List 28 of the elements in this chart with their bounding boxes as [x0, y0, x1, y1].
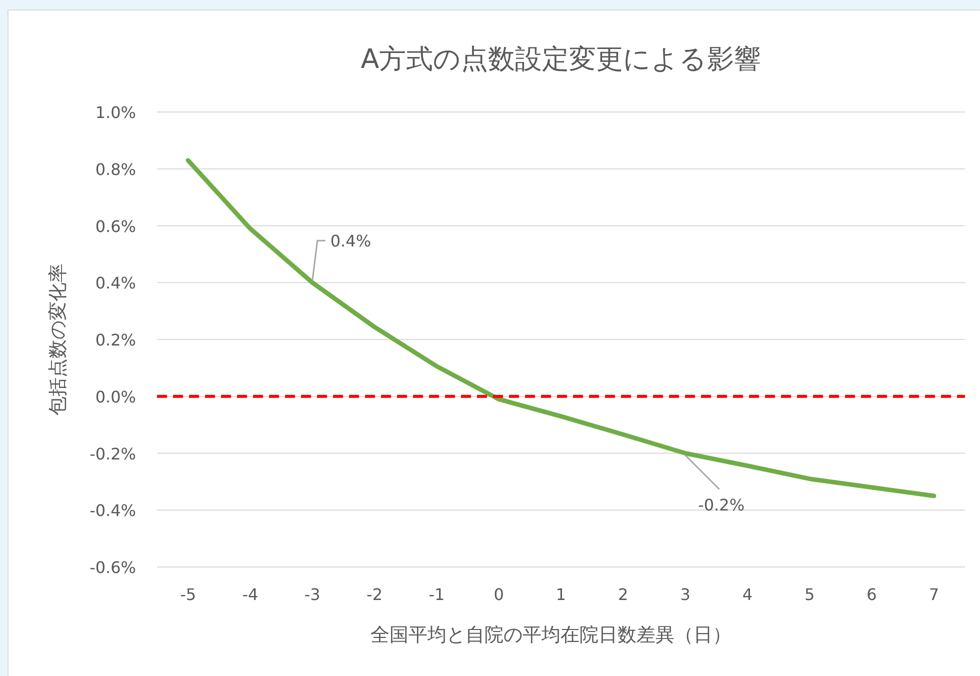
x-tick-label: -3	[304, 585, 320, 604]
x-tick-label: -1	[428, 585, 445, 604]
x-tick-label: 2	[618, 585, 628, 604]
x-axis-title: 全国平均と自院の平均在院日数差異（日）	[370, 624, 732, 646]
y-tick-label: 0.0%	[95, 387, 136, 406]
y-tick-label: -0.2%	[90, 444, 136, 464]
x-tick-label: 3	[680, 585, 690, 604]
y-tick-label: 0.4%	[95, 274, 136, 293]
x-tick-label: 4	[742, 585, 753, 604]
y-axis-title: 包括点数の変化率	[47, 264, 69, 416]
chart-title: A方式の点数設定変更による影響	[360, 44, 762, 75]
y-tick-label: 0.8%	[95, 160, 136, 179]
y-tick-label: 0.6%	[95, 216, 136, 236]
x-tick-label: 6	[866, 585, 877, 604]
x-tick-label: 0	[494, 585, 504, 604]
y-tick-label: 0.2%	[95, 330, 136, 350]
x-tick-label: 5	[804, 585, 815, 604]
x-tick-label: 1	[556, 585, 566, 604]
y-tick-label: -0.6%	[90, 558, 136, 577]
x-tick-label: -5	[180, 585, 196, 604]
x-tick-label: -4	[242, 585, 258, 604]
annotation: 0.4%	[330, 232, 372, 251]
x-tick-label: -2	[366, 585, 383, 604]
annotation: -0.2%	[698, 495, 745, 514]
y-tick-label: 1.0%	[95, 103, 136, 122]
x-tick-label: 7	[928, 585, 940, 604]
y-tick-label: -0.4%	[90, 501, 136, 520]
line-series	[186, 158, 936, 498]
